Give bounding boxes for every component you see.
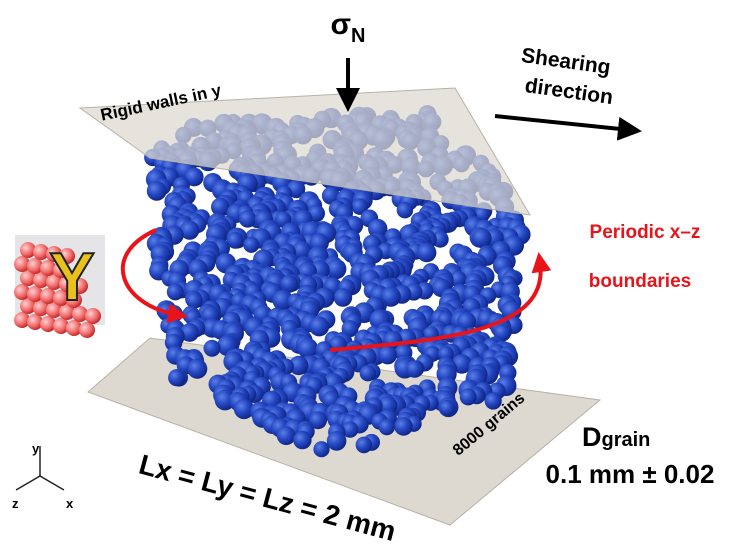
y-axis-label: y (32, 441, 40, 456)
grain (356, 437, 373, 454)
periodic-label-1: Periodic x–z (590, 222, 701, 243)
shear-label-2: direction (523, 74, 614, 109)
logo: Y (14, 235, 105, 338)
diameter-value: 0.1 mm ± 0.02 (546, 459, 715, 489)
grain (313, 441, 329, 457)
grain (439, 400, 455, 416)
grain (309, 316, 329, 336)
grain (204, 340, 221, 357)
grain (379, 419, 395, 435)
x-axis-label: x (66, 496, 74, 511)
grain (334, 288, 353, 307)
z-axis-label: z (12, 496, 19, 511)
grain (360, 365, 376, 381)
grain (378, 346, 397, 365)
axes-triad (16, 446, 64, 490)
diameter-label: Dgrain (582, 422, 650, 452)
grain (167, 283, 184, 300)
grain (417, 243, 436, 262)
logo-letter: Y (49, 239, 94, 315)
diameter-symbol: D (582, 422, 602, 452)
z-axis (16, 476, 40, 490)
shear-arrow (495, 116, 630, 130)
figure: σN Shearing direction Rigid walls in y P… (0, 0, 744, 559)
grain (277, 426, 296, 445)
grain (406, 360, 423, 377)
grain (239, 210, 256, 227)
grain (243, 237, 259, 253)
page: σN Shearing direction Rigid walls in y P… (0, 0, 744, 559)
grain (472, 228, 492, 248)
diameter-subscript: grain (602, 429, 651, 451)
shear-label-1: Shearing (520, 44, 612, 79)
logo-sphere (79, 322, 95, 338)
sigma: σ (331, 8, 352, 41)
grain (394, 417, 413, 436)
grain (397, 202, 413, 218)
grain (327, 431, 347, 451)
subscript: N (351, 25, 365, 47)
grain (147, 181, 167, 201)
grain (293, 431, 311, 449)
grain (187, 359, 207, 379)
periodic-label-2: boundaries (589, 271, 691, 292)
x-axis (40, 476, 64, 490)
normal-stress-label: σN (331, 8, 366, 47)
grain (460, 388, 477, 405)
grain (168, 369, 185, 386)
